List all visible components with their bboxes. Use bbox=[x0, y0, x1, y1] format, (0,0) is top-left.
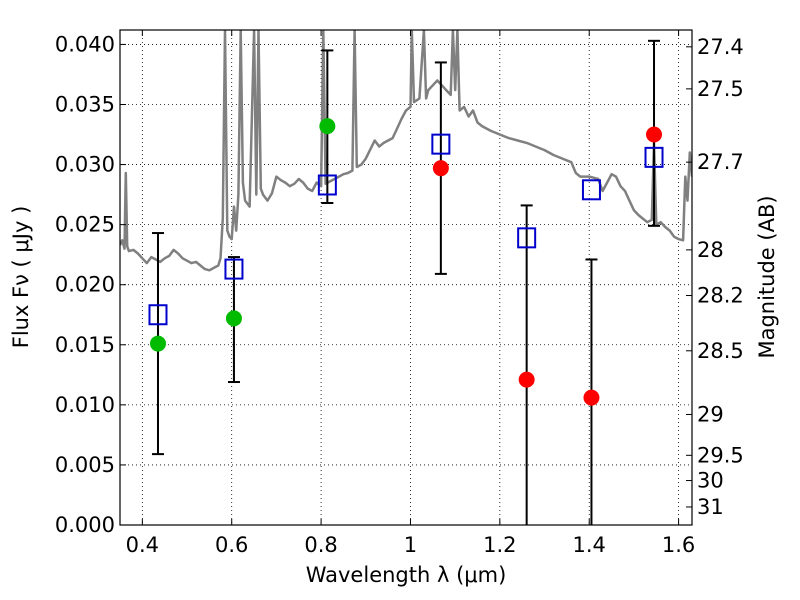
plot-frame bbox=[119, 29, 693, 526]
x-tick-label: 1 bbox=[404, 533, 417, 557]
grid bbox=[120, 30, 692, 526]
model-photometry-square bbox=[317, 174, 337, 196]
x-tick-label: 0.8 bbox=[304, 533, 337, 557]
flux-point bbox=[319, 118, 336, 135]
x-tick-label: 1.2 bbox=[483, 533, 516, 557]
model-photometry-square bbox=[224, 258, 244, 280]
y2-tick-label: 29.5 bbox=[697, 443, 744, 467]
axis-ticks bbox=[120, 30, 692, 526]
y-tick-label: 0.040 bbox=[55, 32, 115, 56]
x-tick-label: 0.4 bbox=[126, 533, 159, 557]
y2-tick-label: 27.7 bbox=[697, 150, 744, 174]
x-axis-label: Wavelength λ (μm) bbox=[306, 563, 507, 587]
y2-tick-label: 28.2 bbox=[697, 284, 744, 308]
y-tick-label: 0.035 bbox=[55, 92, 115, 116]
flux-point bbox=[225, 310, 242, 327]
x-tick-labels: 0.4 0.6 0.8 1 1.2 1.4 1.6 bbox=[126, 533, 696, 557]
model-sed-line bbox=[120, 30, 692, 272]
model-photometry-square bbox=[148, 304, 168, 326]
x-tick-label: 1.4 bbox=[573, 533, 606, 557]
y-axis-label: Flux Fν ( μJy ) bbox=[9, 206, 33, 349]
y2-tick-label: 28.5 bbox=[697, 339, 744, 363]
flux-point bbox=[646, 126, 663, 143]
y2-tick-label: 30 bbox=[697, 469, 724, 493]
x-tick-label: 0.6 bbox=[215, 533, 248, 557]
model-photometry-square bbox=[581, 179, 601, 201]
y-tick-label: 0.010 bbox=[55, 393, 115, 417]
y-tick-label: 0.000 bbox=[55, 513, 115, 537]
model-photometry-square bbox=[644, 146, 664, 168]
model-photometry-square bbox=[517, 227, 537, 249]
y-tick-label: 0.015 bbox=[55, 333, 115, 357]
flux-point bbox=[149, 335, 166, 352]
x-tick-label: 1.6 bbox=[662, 533, 695, 557]
flux-point bbox=[432, 160, 449, 177]
y2-tick-label: 27.5 bbox=[697, 77, 744, 101]
model-sed-path bbox=[120, 30, 692, 272]
y2-tick-label: 27.4 bbox=[697, 35, 744, 59]
y2-axis-label: Magnitude (AB) bbox=[755, 195, 779, 358]
y2-tick-label: 29 bbox=[697, 402, 724, 426]
y-tick-label: 0.030 bbox=[55, 153, 115, 177]
error-bars bbox=[151, 39, 661, 525]
y-tick-label: 0.005 bbox=[55, 453, 115, 477]
data-markers bbox=[148, 118, 664, 406]
y-tick-label: 0.020 bbox=[55, 273, 115, 297]
y-tick-label: 0.025 bbox=[55, 213, 115, 237]
flux-point bbox=[583, 389, 600, 406]
y-tick-labels: 0.000 0.005 0.010 0.015 0.020 0.025 0.030 0.035… bbox=[55, 32, 115, 537]
flux-point bbox=[518, 371, 535, 388]
y2-tick-label: 31 bbox=[697, 495, 724, 519]
y2-tick-label: 28 bbox=[697, 238, 724, 262]
model-photometry-square bbox=[431, 133, 451, 155]
